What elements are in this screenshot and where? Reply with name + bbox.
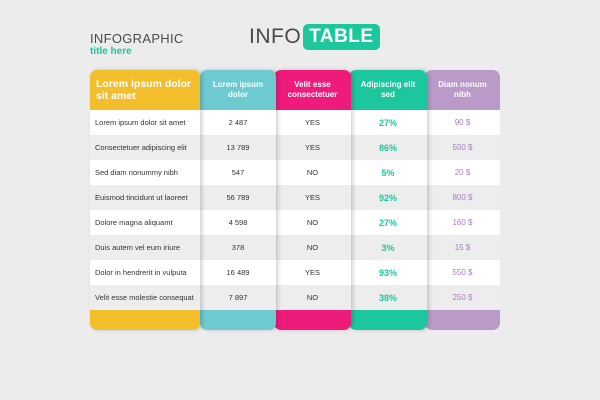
table-cell: 250 $	[425, 285, 500, 310]
table-cell: 13 789	[200, 135, 276, 160]
table-cell: YES	[274, 110, 351, 135]
table-cell: Lorem ipsum dolor sit amet	[90, 110, 200, 135]
table-column-4: Adipiscing elit sed 27% 86% 5% 92% 27% 3% 93% 3…	[349, 70, 427, 330]
table-cell: 20 $	[425, 160, 500, 185]
table-column-2: Lorem ipsum dolor 2 487 13 789 547 56 789 4 …	[200, 70, 276, 330]
column-header: Lorem ipsum dolor	[212, 80, 264, 99]
table-cell: 90 $	[425, 110, 500, 135]
table-cell: 27%	[349, 110, 427, 135]
table-cell: 547	[200, 160, 276, 185]
table-cell: Consectetuer adipiscing elit	[90, 135, 200, 160]
column-cells: Lorem ipsum dolor sit amet Consectetuer a…	[90, 110, 200, 310]
table-cell: NO	[274, 235, 351, 260]
table-cell: 4 598	[200, 210, 276, 235]
table-cell: Duis autem vel eum iriure	[90, 235, 200, 260]
table-cell: NO	[274, 210, 351, 235]
table-cell: Sed diam nonummy nibh	[90, 160, 200, 185]
title-main: INFOGRAPHIC	[90, 31, 184, 46]
column-cells: 90 $500 $20 $800 $160 $15 $550 $250 $	[425, 110, 500, 310]
infographic-title: INFOGRAPHIC title here	[90, 32, 184, 58]
table-cell: YES	[274, 260, 351, 285]
table-column-3: Velit esse consectetuer YES YES NO YES NO NO Y…	[274, 70, 351, 330]
table-cell: 160 $	[425, 210, 500, 235]
table-column-5: Diam nonum nibh 90 $500 $20 $800 $160 $1…	[425, 70, 500, 330]
table-cell: 56 789	[200, 185, 276, 210]
column-header: Adipiscing elit sed	[360, 80, 416, 99]
table-cell: Dolore magna aliquamt	[90, 210, 200, 235]
table-cell: YES	[274, 135, 351, 160]
column-header: Velit esse consectetuer	[287, 80, 338, 99]
title-sub: title here	[90, 46, 132, 57]
infotable-logo: INFO TABLE	[249, 24, 380, 50]
table-cell: 86%	[349, 135, 427, 160]
column-cells: 2 487 13 789 547 56 789 4 598 378 16 489 7 897	[200, 110, 276, 310]
table-cell: 7 897	[200, 285, 276, 310]
table-column-1: Lorem ipsum dolor sit amet Lorem ipsum d…	[90, 70, 200, 330]
column-header: Lorem ipsum dolor sit amet	[96, 78, 192, 102]
table-cell: 3%	[349, 235, 427, 260]
table-cell: 93%	[349, 260, 427, 285]
table-cell: 550 $	[425, 260, 500, 285]
table-cell: Euismod tincidunt ut laoreet	[90, 185, 200, 210]
logo-table-badge: TABLE	[303, 24, 380, 50]
table-cell: 800 $	[425, 185, 500, 210]
table-cell: Velit esse molestie consequat	[90, 285, 200, 310]
table-cell: 378	[200, 235, 276, 260]
table-cell: 500 $	[425, 135, 500, 160]
table-cell: 5%	[349, 160, 427, 185]
column-header: Diam nonum nibh	[438, 80, 487, 99]
table-cell: NO	[274, 160, 351, 185]
column-cells: YES YES NO YES NO NO YES NO	[274, 110, 351, 310]
logo-info-text: INFO	[249, 25, 302, 48]
table-cell: YES	[274, 185, 351, 210]
table-cell: 27%	[349, 210, 427, 235]
column-cells: 27% 86% 5% 92% 27% 3% 93% 38%	[349, 110, 427, 310]
table-cell: NO	[274, 285, 351, 310]
table-cell: 92%	[349, 185, 427, 210]
info-table: Lorem ipsum dolor sit amet Lorem ipsum d…	[90, 70, 500, 330]
table-cell: 38%	[349, 285, 427, 310]
table-cell: 16 489	[200, 260, 276, 285]
table-cell: 2 487	[200, 110, 276, 135]
table-cell: 15 $	[425, 235, 500, 260]
table-cell: Dolor in hendrerit in vulputa	[90, 260, 200, 285]
